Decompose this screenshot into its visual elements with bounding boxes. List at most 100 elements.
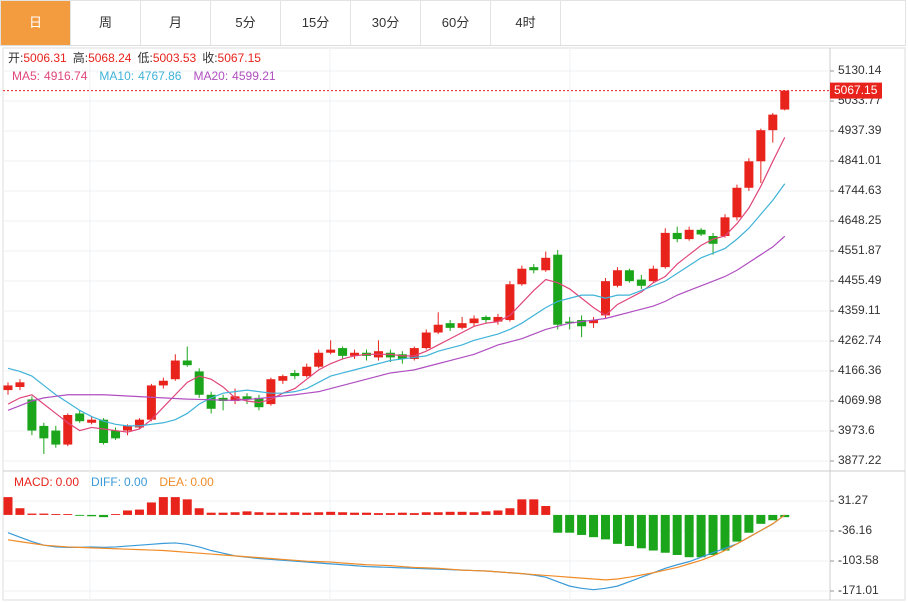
y-tick-label: 4359.11 (838, 303, 881, 317)
period-tabs: 日周月 5分 15分 30分 60分 4时 (0, 0, 906, 46)
y-tick-label: 4841.01 (838, 153, 882, 167)
macd-bar (397, 512, 407, 515)
legend-entry: MA10: (99, 69, 134, 83)
candle-body (27, 399, 37, 431)
ohlc-label: 低: (137, 51, 152, 65)
y-tick-label: -36.16 (838, 523, 872, 537)
ohlc-label: 收: (202, 51, 217, 65)
candle-body (648, 268, 658, 282)
macd-bar (780, 514, 790, 518)
y-tick-label: 4648.25 (838, 213, 882, 227)
macd-bar (385, 513, 395, 515)
macd-bar (672, 514, 682, 555)
candle-body (397, 354, 407, 359)
macd-bar (517, 499, 527, 515)
period-tab[interactable]: 15分 (281, 1, 351, 45)
macd-bar (636, 514, 646, 549)
candle-body (302, 366, 312, 377)
candle-body (768, 114, 778, 131)
macd-bar (529, 499, 539, 515)
legend-entry: DEA: (159, 475, 187, 489)
macd-bar (768, 514, 778, 521)
ohlc-label: 开: (8, 51, 23, 65)
macd-bar (433, 512, 443, 515)
macd-bar (577, 514, 587, 535)
y-tick-label: 5130.14 (838, 63, 882, 77)
macd-bar (63, 514, 73, 515)
candle-body (218, 397, 228, 401)
period-tab[interactable]: 周 (71, 1, 141, 45)
candle-body (51, 430, 61, 445)
candle-body (744, 161, 754, 188)
period-tab[interactable]: 30分 (351, 1, 421, 45)
candle-body (445, 323, 455, 328)
macd-bar (756, 514, 766, 524)
candle-body (469, 318, 479, 324)
macd-bar (350, 512, 360, 515)
legend-entry: MA20: (193, 69, 228, 83)
period-tab[interactable]: 60分 (421, 1, 491, 45)
candle-body (278, 376, 288, 381)
legend-entry: 4599.21 (232, 69, 276, 83)
macd-bar (565, 514, 575, 533)
macd-bar (373, 513, 383, 515)
macd-legend: MACD: 0.00 DIFF: 0.00 DEA: 0.00 (14, 475, 214, 489)
period-tab[interactable]: 4时 (491, 1, 561, 45)
candle-body (624, 270, 634, 282)
macd-bar (708, 514, 718, 555)
candle-body (481, 316, 491, 321)
ohlc-label: 高: (73, 50, 88, 65)
macd-bar (99, 514, 109, 518)
macd-bar (696, 514, 706, 558)
macd-bar (660, 514, 670, 553)
last-price-label: 5067.15 (834, 83, 878, 97)
legend-entry: 4916.74 (44, 69, 88, 83)
period-tab[interactable]: 5分 (211, 1, 281, 45)
period-tab[interactable]: 月 (141, 1, 211, 45)
candle-body (756, 130, 766, 162)
candle-body (158, 380, 168, 386)
macd-bar (589, 514, 599, 538)
candle-body (326, 349, 336, 353)
candle-body (123, 425, 132, 431)
candle-body (87, 419, 97, 423)
candle-body (589, 320, 599, 324)
candle-body (684, 229, 694, 240)
y-tick-label: 4744.63 (838, 183, 882, 197)
candle-body (612, 270, 622, 286)
macd-bar (493, 510, 503, 515)
candle-body (732, 187, 742, 218)
macd-line (7, 514, 786, 581)
y-tick-label: 4551.87 (838, 243, 882, 257)
ohlc-value: 5068.24 (88, 51, 132, 65)
macd-bar (254, 512, 264, 515)
macd-bar (158, 497, 168, 515)
candle-body (194, 371, 204, 395)
candle-body (409, 348, 419, 359)
candle-body (636, 279, 646, 286)
legend-entry: MA5: (12, 69, 40, 83)
period-tab[interactable]: 日 (1, 1, 71, 45)
macd-bar (302, 512, 312, 515)
macd-bar (27, 513, 37, 515)
macd-bar (314, 512, 324, 515)
macd-bar (421, 512, 431, 515)
y-tick-label: 4069.98 (838, 393, 882, 407)
candle-body (672, 232, 682, 240)
macd-bar (481, 511, 491, 515)
candle-body (134, 419, 144, 428)
macd-bar (732, 514, 742, 542)
legend-entry: 0.00 (56, 475, 80, 489)
ma-line (7, 183, 786, 427)
candle-body (385, 352, 395, 358)
candle-body (517, 268, 527, 285)
candle-body (457, 323, 467, 328)
macd-bar (326, 511, 336, 515)
candle-body (3, 385, 13, 391)
candle-body (39, 425, 49, 439)
macd-bar (111, 514, 121, 515)
macd-bar (242, 511, 252, 515)
macd-bar (146, 502, 156, 515)
candle-body (75, 413, 85, 422)
